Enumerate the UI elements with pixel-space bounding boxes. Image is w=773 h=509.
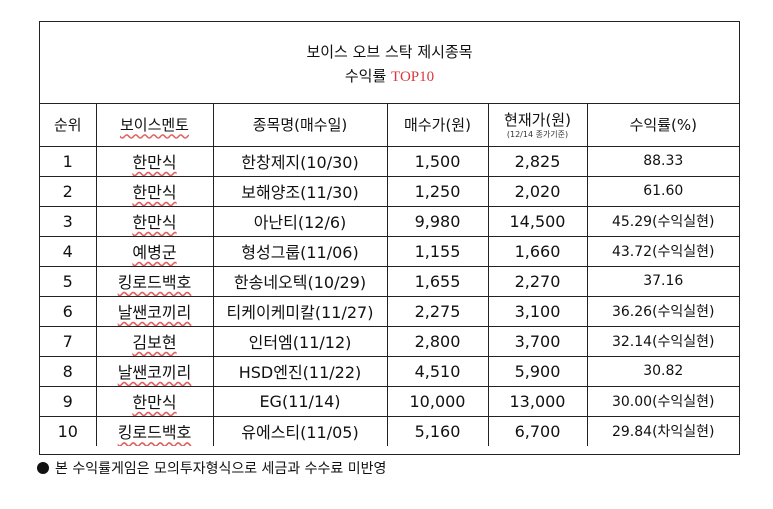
- cell-stock-name: 한창제지(10/30): [212, 145, 388, 177]
- cell-current-price: 13,000: [487, 385, 588, 417]
- cell-return-rate: 37.16: [586, 265, 739, 297]
- cell-current-price: 3,100: [487, 295, 588, 327]
- cell-stock-name: 한송네오텍(10/29): [212, 265, 388, 297]
- table-row: 1 한만식 한창제지(10/30) 1,500 2,825 88.33: [40, 145, 739, 177]
- title-line1: 보이스 오브 스탁 제시종목: [306, 43, 473, 61]
- cell-stock-name: HSD엔진(11/22): [212, 355, 388, 387]
- cell-current-price: 2,270: [487, 265, 588, 297]
- cell-current-price: 3,700: [487, 325, 588, 357]
- cell-buy-price: 9,980: [386, 205, 489, 237]
- table-row: 2 한만식 보해양조(11/30) 1,250 2,020 61.60: [40, 175, 739, 207]
- cell-return-rate: 30.00(수익실현): [586, 385, 739, 417]
- cell-rank: 6: [40, 295, 97, 327]
- cell-voice-mentor: 한만식: [95, 175, 214, 207]
- cell-rank: 5: [40, 265, 97, 297]
- cell-voice-mentor: 킹로드백호: [95, 265, 214, 297]
- cell-buy-price: 5,160: [386, 415, 489, 446]
- cell-voice-mentor: 킹로드백호: [95, 415, 214, 446]
- cell-rank: 9: [40, 385, 97, 417]
- cell-rank: 7: [40, 325, 97, 357]
- cell-return-rate: 43.72(수익실현): [586, 235, 739, 267]
- table-row: 4 예병군 형성그룹(11/06) 1,155 1,660 43.72(수익실현): [40, 235, 739, 267]
- cell-rank: 8: [40, 355, 97, 387]
- cell-voice-mentor: 한만식: [95, 145, 214, 177]
- cell-buy-price: 1,500: [386, 145, 489, 177]
- title-line2: 수익률 TOP10: [40, 64, 739, 89]
- cell-buy-price: 1,655: [386, 265, 489, 297]
- footer-note-text: 본 수익률게임은 모의투자형식으로 세금과 수수료 미반영: [55, 461, 387, 477]
- cell-buy-price: 2,800: [386, 325, 489, 357]
- cell-voice-mentor: 한만식: [95, 385, 214, 417]
- cell-current-price: 2,825: [487, 145, 588, 177]
- table-row: 5 킹로드백호 한송네오텍(10/29) 1,655 2,270 37.16: [40, 265, 739, 297]
- cell-return-rate: 61.60: [586, 175, 739, 207]
- header-voice-mentor: 보이스멘토: [95, 104, 214, 147]
- title-box: 보이스 오브 스탁 제시종목 수익률 TOP10: [40, 22, 739, 104]
- bullet-icon: [37, 462, 49, 474]
- cell-current-price: 2,020: [487, 175, 588, 207]
- cell-voice-mentor: 예병군: [95, 235, 214, 267]
- header-current-sub: (12/14 종가기준): [506, 130, 569, 140]
- cell-rank: 1: [40, 145, 97, 177]
- cell-buy-price: 10,000: [386, 385, 489, 417]
- title-line2-prefix: 수익률: [344, 67, 392, 85]
- results-frame: 보이스 오브 스탁 제시종목 수익률 TOP10 순위 보이스멘토 종목명(매수…: [39, 21, 740, 455]
- title-top10: TOP10: [391, 69, 435, 85]
- cell-stock-name: 인터엠(11/12): [212, 325, 388, 357]
- header-rank: 순위: [40, 104, 97, 147]
- table-row: 7 김보현 인터엠(11/12) 2,800 3,700 32.14(수익실현): [40, 325, 739, 357]
- cell-rank: 3: [40, 205, 97, 237]
- table-header-row: 순위 보이스멘토 종목명(매수일) 매수가(원) 현재가(원) (12/14 종…: [40, 104, 739, 147]
- cell-stock-name: 유에스티(11/05): [212, 415, 388, 446]
- table-row: 3 한만식 아난티(12/6) 9,980 14,500 45.29(수익실현): [40, 205, 739, 237]
- cell-stock-name: 보해양조(11/30): [212, 175, 388, 207]
- cell-stock-name: EG(11/14): [212, 385, 388, 417]
- cell-return-rate: 36.26(수익실현): [586, 295, 739, 327]
- cell-buy-price: 4,510: [386, 355, 489, 387]
- cell-buy-price: 1,250: [386, 175, 489, 207]
- table-row: 6 날쌘코끼리 티케이케미칼(11/27) 2,275 3,100 36.26(수익실현): [40, 295, 739, 327]
- table-row: 10 킹로드백호 유에스티(11/05) 5,160 6,700 29.84(차익실현): [40, 415, 739, 446]
- cell-stock-name: 아난티(12/6): [212, 205, 388, 237]
- cell-current-price: 14,500: [487, 205, 588, 237]
- table-row: 8 날쌘코끼리 HSD엔진(11/22) 4,510 5,900 30.82: [40, 355, 739, 387]
- cell-return-rate: 29.84(차익실현): [586, 415, 739, 446]
- ranking-table: 순위 보이스멘토 종목명(매수일) 매수가(원) 현재가(원) (12/14 종…: [40, 104, 739, 446]
- cell-current-price: 6,700: [487, 415, 588, 446]
- cell-voice-mentor: 김보현: [95, 325, 214, 357]
- footer-note: 본 수익률게임은 모의투자형식으로 세금과 수수료 미반영: [37, 458, 386, 478]
- header-stock-name: 종목명(매수일): [212, 104, 388, 147]
- cell-return-rate: 30.82: [586, 355, 739, 387]
- cell-voice-mentor: 한만식: [95, 205, 214, 237]
- cell-rank: 4: [40, 235, 97, 267]
- cell-buy-price: 1,155: [386, 235, 489, 267]
- cell-stock-name: 형성그룹(11/06): [212, 235, 388, 267]
- cell-rank: 10: [40, 415, 97, 446]
- header-buy-price: 매수가(원): [386, 104, 489, 147]
- cell-return-rate: 45.29(수익실현): [586, 205, 739, 237]
- cell-voice-mentor: 날쌘코끼리: [95, 355, 214, 387]
- cell-rank: 2: [40, 175, 97, 207]
- header-current-price: 현재가(원) (12/14 종가기준): [487, 104, 588, 147]
- cell-current-price: 1,660: [487, 235, 588, 267]
- cell-buy-price: 2,275: [386, 295, 489, 327]
- header-return-rate: 수익률(%): [586, 104, 739, 147]
- cell-stock-name: 티케이케미칼(11/27): [212, 295, 388, 327]
- cell-voice-mentor: 날쌘코끼리: [95, 295, 214, 327]
- table-row: 9 한만식 EG(11/14) 10,000 13,000 30.00(수익실현): [40, 385, 739, 417]
- cell-current-price: 5,900: [487, 355, 588, 387]
- cell-return-rate: 88.33: [586, 145, 739, 177]
- cell-return-rate: 32.14(수익실현): [586, 325, 739, 357]
